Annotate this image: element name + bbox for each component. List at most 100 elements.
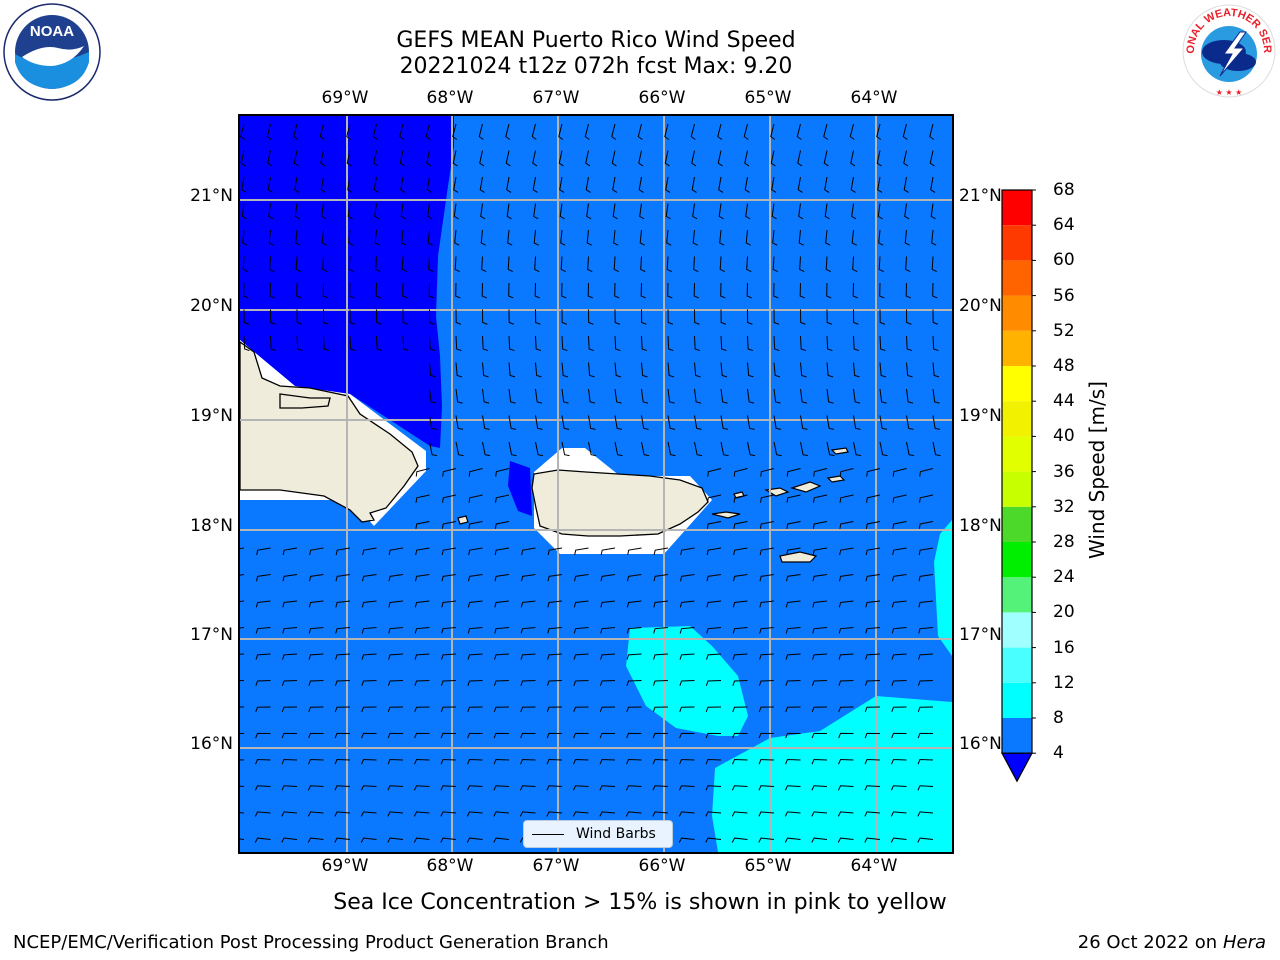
wind-barb [864,811,881,817]
wind-barb [599,811,616,817]
wind-barb [758,706,775,713]
wind-barb [307,811,324,817]
wind-barb [493,680,510,686]
wind-barb [480,229,486,246]
wind-barb [627,574,642,582]
wind-barb [560,256,566,273]
wind-barb [495,468,510,477]
wind-barb [455,282,461,299]
wind-barb [800,362,807,378]
lon-label-bottom: 65°W [744,856,792,876]
colorbar-segment [1002,436,1032,472]
wind-barb [812,600,828,608]
wind-barb [904,229,910,246]
wind-barb [849,123,855,140]
wind-barb [585,150,591,167]
wind-barb [637,123,643,140]
wind-barb [241,203,247,220]
wind-barb [679,706,695,713]
wind-barb [879,362,887,378]
wind-barb [811,706,828,713]
lat-label-right: 20°N [959,296,1002,316]
wind-barb [653,547,669,556]
wind-barb [839,468,854,477]
wind-barb [826,335,833,352]
wind-barb [902,123,908,140]
wind-barb [785,706,801,713]
lon-label-top: 66°W [638,88,686,108]
wind-barb [652,732,669,739]
wind-barb [891,732,907,739]
wind-barb [267,176,273,193]
wind-barb [679,732,695,739]
wind-barb [335,627,351,634]
wind-barb [826,441,835,457]
wind-barb [853,388,861,404]
wind-barb [294,203,300,220]
wind-barb [773,309,780,325]
wind-barb [733,547,748,556]
wind-barb [361,706,377,713]
wind-barb [720,441,729,457]
wind-barb [468,547,483,556]
wind-barb [440,680,457,686]
wind-barb [348,256,354,273]
wind-barb [322,256,328,273]
wind-barb [455,335,462,352]
wind-barb [797,176,803,193]
lat-label-left: 16°N [190,734,233,754]
wind-barb [334,732,351,739]
wind-barb [520,627,536,634]
wind-barb [837,785,854,791]
wind-barb [719,229,725,246]
wind-barb [479,150,485,167]
lat-label-left: 17°N [190,625,233,645]
wind-barb [891,706,907,713]
wind-barb [455,415,464,430]
wind-barb [425,123,431,140]
wind-barb [837,837,854,843]
wind-barb [335,574,351,582]
wind-barb [535,309,541,325]
wind-barb [561,309,568,325]
wind-barb [561,335,568,352]
wind-barb [427,229,433,246]
wind-barb [746,282,752,299]
wind-barb [720,335,727,352]
wind-barb [361,680,377,686]
wind-barb [467,653,483,660]
wind-barb [838,600,854,608]
wind-barb [599,732,616,739]
wind-barb [268,203,274,220]
land-hispaniola [240,341,419,523]
wind-barb [493,785,510,791]
wind-barb [494,653,510,660]
wind-barb [521,547,536,556]
wind-barb [266,123,272,140]
wind-barb [626,759,642,765]
wind-barb [905,282,911,299]
wind-barb [705,811,722,817]
colorbar-tick-label: 4 [1053,743,1064,764]
wind-barb [505,123,511,140]
wind-barb [786,547,801,556]
wind-barb [508,388,516,404]
wind-barb [839,494,854,503]
wind-barb [401,256,407,273]
wind-barb [652,706,669,713]
wind-barb [784,837,801,843]
wind-barb [786,574,801,582]
wind-barb [680,547,695,556]
wind-barb [786,468,801,477]
wind-barb [890,785,907,791]
colorbar-segment [1002,577,1032,613]
wind-barb [482,441,491,457]
wind-barb [890,811,907,817]
wind-barb [823,150,829,167]
wind-barb [321,203,327,220]
sea-ice-caption: Sea Ice Concentration > 15% is shown in … [333,890,947,915]
wind-barb [824,176,830,193]
wind-barb [667,335,674,352]
wind-barb [361,732,377,739]
wind-barb [718,203,724,220]
